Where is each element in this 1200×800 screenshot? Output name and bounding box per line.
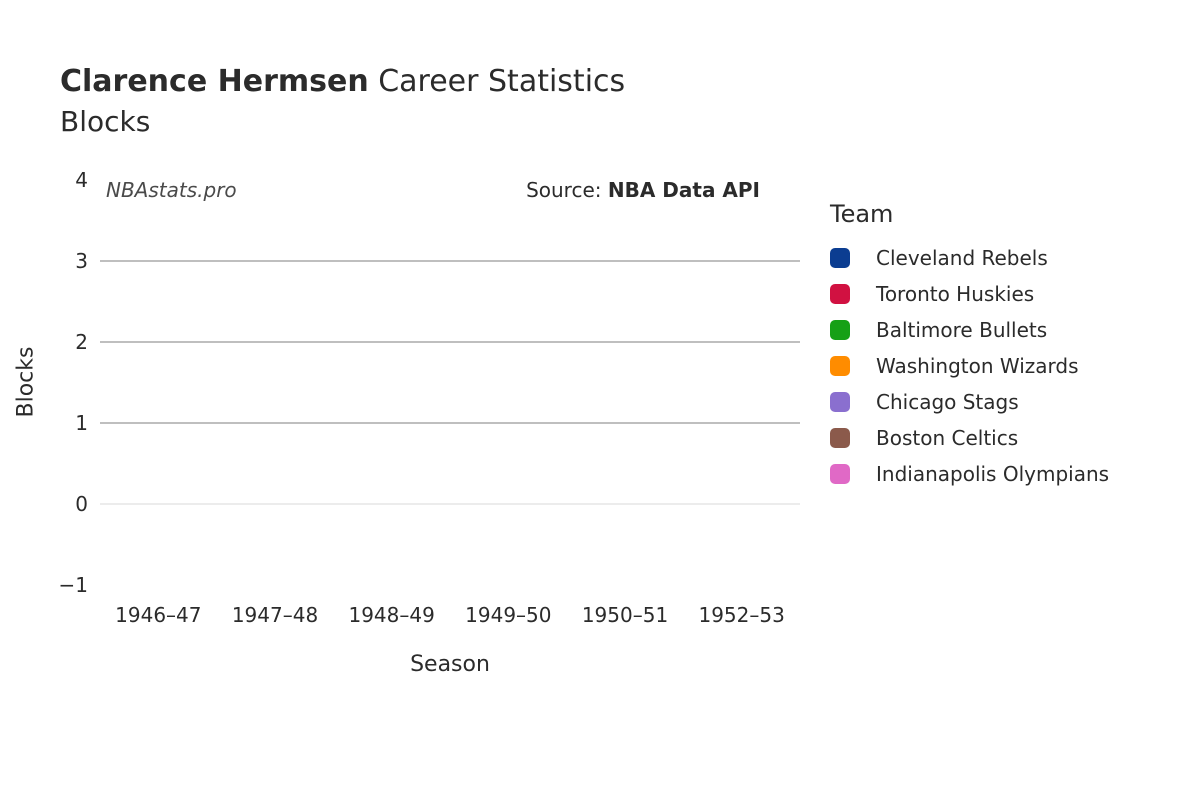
plot-inner: NBAstats.pro Source: NBA Data API −10123…: [100, 180, 800, 585]
legend-swatch: [830, 428, 850, 448]
legend-swatch: [830, 284, 850, 304]
title-bold: Clarence Hermsen: [60, 64, 369, 99]
legend-item: Boston Celtics: [830, 420, 1109, 456]
legend-item: Baltimore Bullets: [830, 312, 1109, 348]
legend-item: Indianapolis Olympians: [830, 456, 1109, 492]
x-tick-label: 1946–47: [115, 603, 201, 627]
title-block: Clarence Hermsen Career Statistics Block…: [60, 64, 625, 138]
gridline: [100, 503, 800, 505]
legend-label: Washington Wizards: [876, 354, 1079, 378]
legend-swatch: [830, 320, 850, 340]
y-tick-label: 0: [75, 492, 88, 516]
legend-label: Indianapolis Olympians: [876, 462, 1109, 486]
legend-item: Toronto Huskies: [830, 276, 1109, 312]
chart-title: Clarence Hermsen Career Statistics: [60, 64, 625, 99]
gridline: [100, 422, 800, 424]
legend-swatch: [830, 392, 850, 412]
legend-label: Toronto Huskies: [876, 282, 1034, 306]
x-axis-label: Season: [410, 652, 490, 677]
legend-item: Chicago Stags: [830, 384, 1109, 420]
source-name: NBA Data API: [608, 178, 760, 202]
source-text: Source: NBA Data API: [526, 178, 760, 202]
y-tick-label: 2: [75, 330, 88, 354]
x-tick-label: 1949–50: [465, 603, 551, 627]
chart-canvas: Clarence Hermsen Career Statistics Block…: [0, 0, 1200, 800]
legend-label: Baltimore Bullets: [876, 318, 1047, 342]
legend-swatch: [830, 356, 850, 376]
chart-subtitle: Blocks: [60, 105, 625, 138]
x-tick-label: 1952–53: [698, 603, 784, 627]
plot-area: NBAstats.pro Source: NBA Data API −10123…: [100, 180, 800, 585]
x-tick-label: 1950–51: [582, 603, 668, 627]
title-rest: Career Statistics: [369, 64, 625, 99]
x-tick-label: 1948–49: [348, 603, 434, 627]
legend-label: Cleveland Rebels: [876, 246, 1048, 270]
watermark-text: NBAstats.pro: [106, 178, 237, 202]
legend-title: Team: [830, 200, 1109, 228]
legend-label: Boston Celtics: [876, 426, 1018, 450]
legend-swatch: [830, 248, 850, 268]
source-prefix: Source:: [526, 178, 608, 202]
legend: Team Cleveland Rebels Toronto Huskies Balt…: [830, 200, 1109, 492]
legend-items: Cleveland Rebels Toronto Huskies Baltimore…: [830, 240, 1109, 492]
legend-swatch: [830, 464, 850, 484]
y-tick-label: 3: [75, 249, 88, 273]
gridline: [100, 260, 800, 262]
x-tick-label: 1947–48: [232, 603, 318, 627]
legend-item: Cleveland Rebels: [830, 240, 1109, 276]
legend-item: Washington Wizards: [830, 348, 1109, 384]
y-tick-label: −1: [59, 573, 88, 597]
y-axis-label: Blocks: [14, 347, 39, 418]
y-tick-label: 4: [75, 168, 88, 192]
y-tick-label: 1: [75, 411, 88, 435]
legend-label: Chicago Stags: [876, 390, 1019, 414]
gridline: [100, 341, 800, 343]
